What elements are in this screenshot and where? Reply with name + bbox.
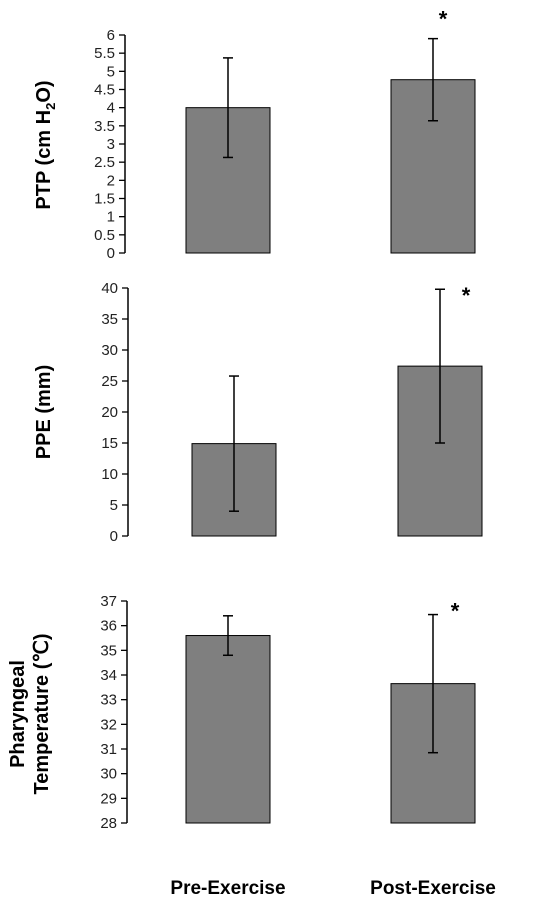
temperature-y-tick-label: 28 <box>100 815 117 832</box>
temperature-significance-marker: * <box>451 599 460 624</box>
ppe-y-tick-label: 25 <box>101 373 118 390</box>
ptp-y-tick-label: 6 <box>107 27 115 44</box>
temperature-panel: Pharyngeal Temperature (℃) 28 29 30 31 32 33 3… <box>7 593 476 832</box>
ptp-y-tick-label: 0.5 <box>94 227 115 244</box>
ptp-y-tick-label: 0 <box>107 245 115 262</box>
ptp-y-tick-label: 4 <box>107 100 115 117</box>
temperature-y-tick-label: 29 <box>100 790 117 807</box>
ptp-y-tick-label: 3.5 <box>94 118 115 135</box>
temperature-y-tick-label: 35 <box>100 642 117 659</box>
ppe-y-tick-label: 35 <box>101 311 118 328</box>
temperature-y-axis-label-line1: Pharyngeal <box>7 660 29 768</box>
ptp-y-tick-label: 3 <box>107 136 115 153</box>
temperature-y-tick-label: 34 <box>100 667 117 684</box>
ppe-y-tick-label: 5 <box>110 497 118 514</box>
ppe-y-tick-label: 15 <box>101 435 118 452</box>
ppe-y-axis-label: PPE (mm) <box>33 365 55 459</box>
temperature-y-axis-label-line2: Temperature (℃) <box>31 633 53 794</box>
ppe-y-tick-label: 30 <box>101 342 118 359</box>
ppe-significance-marker: * <box>462 283 471 308</box>
temperature-y-tick-label: 37 <box>100 593 117 610</box>
ppe-y-tick-label: 20 <box>101 404 118 421</box>
ptp-y-tick-label: 1 <box>107 209 115 226</box>
temperature-bar-pre-exercise <box>185 635 271 824</box>
ptp-y-tick-label: 2.5 <box>94 154 115 171</box>
ptp-y-tick-label: 5 <box>107 63 115 80</box>
x-category-label-pre: Pre-Exercise <box>170 878 285 899</box>
ppe-y-tick-label: 10 <box>101 466 118 483</box>
ppe-y-tick-label: 0 <box>110 528 118 545</box>
ptp-panel: PTP (cm H2O) 00.511.5 22.533.544.5 55.56 * <box>33 7 476 262</box>
ptp-y-tick-label: 1.5 <box>94 191 115 208</box>
ptp-y-tick-label: 5.5 <box>94 45 115 62</box>
temperature-y-tick-label: 33 <box>100 692 117 709</box>
x-category-label-post: Post-Exercise <box>370 878 496 899</box>
ptp-y-tick-label: 2 <box>107 172 115 189</box>
ppe-panel: PPE (mm) 0 5 10 15 20 25 30 35 40 * <box>33 280 483 545</box>
ppe-y-tick-label: 40 <box>101 280 118 297</box>
temperature-y-tick-label: 30 <box>100 766 117 783</box>
ptp-y-tick-label: 4.5 <box>94 82 115 99</box>
temperature-y-tick-label: 31 <box>100 741 117 758</box>
ptp-y-axis-label: PTP (cm H2O) <box>33 80 58 209</box>
ptp-significance-marker: * <box>439 7 448 32</box>
temperature-y-tick-label: 32 <box>100 716 117 733</box>
temperature-y-tick-label: 36 <box>100 618 117 635</box>
